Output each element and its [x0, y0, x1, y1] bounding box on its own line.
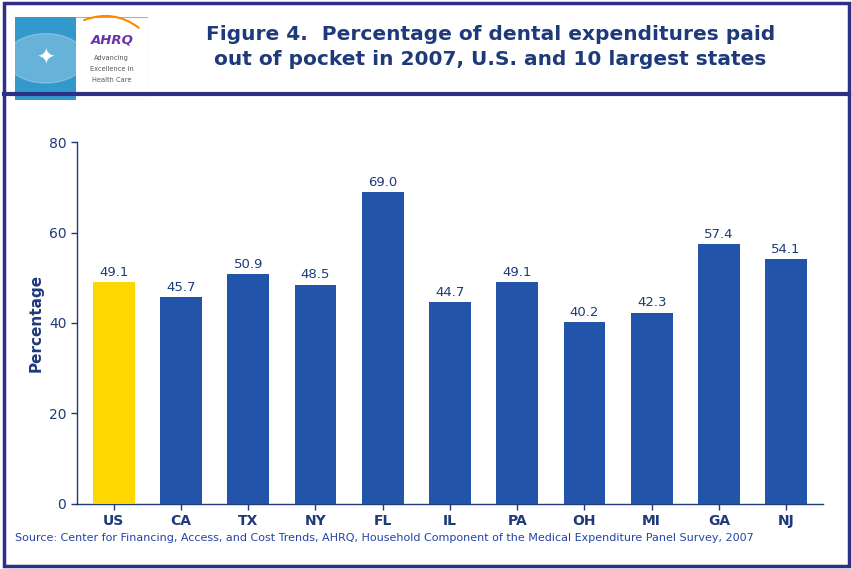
Text: 48.5: 48.5	[301, 269, 330, 281]
Text: 49.1: 49.1	[99, 266, 129, 279]
Text: AHRQ: AHRQ	[90, 34, 133, 47]
Text: 50.9: 50.9	[233, 258, 262, 270]
Text: 45.7: 45.7	[166, 281, 195, 294]
Text: 54.1: 54.1	[770, 243, 800, 256]
Bar	[361, 192, 403, 504]
Bar	[764, 259, 806, 504]
Text: Figure 4.  Percentage of dental expenditures paid
out of pocket in 2007, U.S. an: Figure 4. Percentage of dental expenditu…	[205, 24, 774, 69]
Text: 49.1: 49.1	[502, 266, 532, 279]
Text: 44.7: 44.7	[435, 286, 464, 299]
Y-axis label: Percentage: Percentage	[28, 274, 43, 372]
Bar	[563, 322, 605, 504]
Text: Health Care: Health Care	[92, 77, 131, 83]
Bar	[496, 282, 538, 504]
FancyBboxPatch shape	[15, 17, 76, 100]
Text: ✦: ✦	[37, 48, 55, 68]
Text: Advancing: Advancing	[95, 55, 130, 61]
Text: Excellence in: Excellence in	[90, 66, 134, 72]
Text: 69.0: 69.0	[368, 176, 397, 189]
Bar	[697, 244, 739, 504]
Text: 42.3: 42.3	[636, 296, 665, 310]
Bar	[630, 312, 671, 504]
Text: 57.4: 57.4	[704, 228, 733, 241]
Text: 40.2: 40.2	[569, 306, 598, 319]
Bar	[227, 274, 268, 504]
Bar	[429, 302, 470, 504]
Bar	[160, 297, 202, 504]
Bar	[93, 282, 135, 504]
Bar	[294, 284, 336, 504]
FancyBboxPatch shape	[15, 17, 147, 100]
Text: Source: Center for Financing, Access, and Cost Trends, AHRQ, Household Component: Source: Center for Financing, Access, an…	[15, 533, 753, 543]
Circle shape	[6, 34, 85, 83]
